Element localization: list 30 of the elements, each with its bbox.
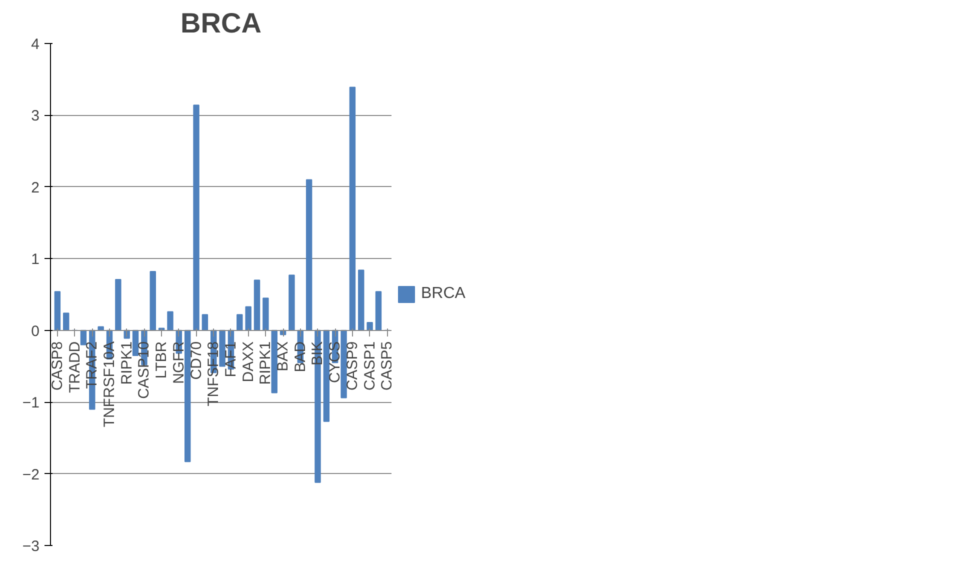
x-tick-label: CYCS bbox=[326, 341, 344, 384]
y-tick-label: 0 bbox=[31, 322, 40, 340]
x-tick-label: TNFRSF10A bbox=[101, 341, 118, 428]
y-tick-label: −3 bbox=[22, 538, 40, 555]
x-tick-label: CASP9 bbox=[344, 341, 361, 391]
x-tick-label: TRADD bbox=[66, 341, 84, 394]
x-tick-label: CD70 bbox=[188, 341, 205, 380]
x-tick-label: RIPK1 bbox=[118, 341, 136, 385]
y-tick-label: 3 bbox=[31, 108, 40, 125]
legend-label: BRCA bbox=[421, 285, 466, 303]
y-tick-label: −2 bbox=[22, 466, 40, 484]
x-tick-label: BAX bbox=[274, 341, 292, 372]
x-tick-label: RIPK1 bbox=[257, 341, 274, 385]
x-tick-label: NGFR bbox=[170, 341, 188, 384]
y-tick-label: 4 bbox=[31, 36, 40, 53]
x-tick-label: CASP5 bbox=[378, 341, 396, 391]
y-tick-label: 2 bbox=[31, 179, 40, 196]
y-tick-label: 1 bbox=[31, 251, 40, 268]
x-tick-label: DAXX bbox=[240, 341, 257, 382]
x-tick-label: CASP1 bbox=[361, 341, 378, 391]
x-tick-label: BIK bbox=[309, 341, 326, 366]
x-tick-label: LTBR bbox=[153, 341, 170, 379]
chart-title: BRCA bbox=[180, 8, 262, 38]
x-tick-label: CASP8 bbox=[48, 341, 66, 391]
x-tick-label: CASP10 bbox=[136, 341, 153, 399]
y-tick-label: −1 bbox=[22, 394, 40, 412]
x-tick-label: BAD bbox=[292, 341, 309, 372]
x-tick-label: TRAF2 bbox=[84, 341, 101, 389]
x-tick-label: TNFSF18 bbox=[205, 341, 222, 406]
x-tick-label: FAF1 bbox=[222, 341, 240, 378]
